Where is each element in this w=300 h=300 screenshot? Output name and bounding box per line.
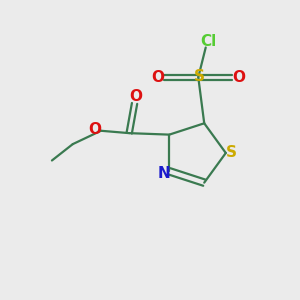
Text: O: O (130, 89, 142, 104)
Text: S: S (226, 146, 237, 160)
Text: N: N (158, 166, 170, 181)
Text: Cl: Cl (201, 34, 217, 49)
Text: O: O (151, 70, 164, 85)
Text: O: O (232, 70, 245, 85)
Text: S: S (194, 69, 204, 84)
Text: O: O (88, 122, 101, 137)
